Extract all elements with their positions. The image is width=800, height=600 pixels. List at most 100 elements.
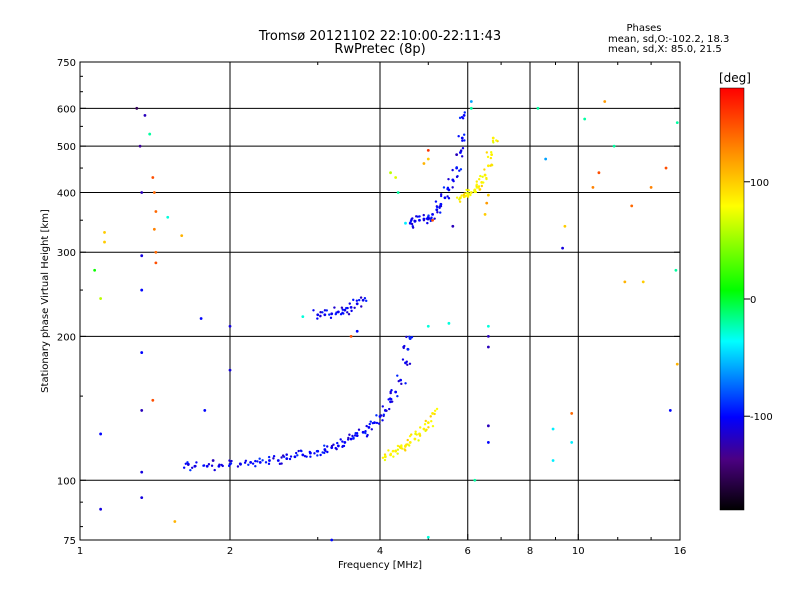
data-point [417, 439, 420, 442]
data-point [316, 454, 319, 457]
data-point [408, 337, 412, 340]
axis-ticks: 1 2 4 6 8 10 16 75 100 200 300 400 500 600 750 [57, 58, 686, 557]
data-point [103, 231, 106, 234]
data-point [384, 454, 387, 458]
data-point [371, 421, 375, 425]
data-point [482, 181, 485, 184]
data-point [536, 106, 540, 110]
data-point [411, 226, 415, 229]
data-point [591, 185, 595, 189]
data-point [485, 151, 489, 154]
data-point [203, 409, 207, 412]
data-point [348, 302, 351, 305]
data-point [438, 205, 441, 208]
data-point [551, 459, 555, 462]
data-point [343, 308, 347, 312]
data-point [391, 449, 395, 453]
data-point [247, 463, 250, 466]
data-point [323, 313, 327, 317]
data-point [369, 420, 372, 423]
data-point [478, 178, 481, 181]
data-point [316, 317, 319, 320]
data-point [455, 196, 459, 199]
data-point [353, 434, 357, 437]
data-point [138, 144, 142, 148]
data-point [319, 315, 322, 318]
data-point [479, 174, 482, 178]
data-point [267, 462, 271, 466]
data-point [281, 454, 285, 457]
data-point [434, 200, 438, 203]
data-point [140, 254, 144, 258]
colorbar-tick-label: 0 [750, 295, 756, 306]
data-point [365, 299, 368, 303]
data-point [182, 466, 186, 469]
data-point [343, 441, 347, 444]
data-point [452, 179, 455, 183]
data-point [316, 313, 320, 317]
colorbar-ticks: 100 0 -100 [744, 178, 773, 423]
data-point [459, 149, 463, 152]
data-point [389, 391, 392, 395]
data-point [447, 197, 451, 200]
data-point [403, 448, 406, 451]
data-point [469, 193, 472, 197]
data-point [387, 398, 390, 401]
data-point [408, 444, 411, 447]
data-point [431, 424, 435, 428]
data-point [301, 315, 305, 319]
data-point [426, 221, 429, 225]
data-point [349, 437, 353, 441]
data-point [485, 201, 489, 205]
data-point [427, 426, 430, 429]
data-point [333, 306, 336, 309]
data-point [447, 177, 450, 181]
data-point [418, 434, 422, 438]
data-point [315, 450, 319, 453]
data-point [423, 423, 427, 426]
legend-line-o: mean, sd,O:-102.2, 18.3 [608, 34, 729, 45]
data-point [361, 298, 365, 302]
data-point [230, 459, 233, 463]
data-point [422, 162, 426, 165]
data-point [414, 432, 417, 436]
data-point [334, 312, 337, 316]
grid-lines [80, 62, 680, 540]
data-point [485, 176, 488, 180]
data-point [664, 166, 668, 170]
data-point [402, 346, 405, 350]
data-point [422, 219, 426, 222]
data-point [390, 400, 394, 403]
data-point [210, 464, 214, 467]
data-point [436, 205, 439, 209]
data-point [465, 188, 468, 192]
data-point [328, 313, 331, 316]
data-point [296, 454, 299, 457]
colorbar [719, 87, 745, 511]
x-tick-label: 10 [572, 546, 585, 557]
data-point [426, 535, 430, 539]
y-tick-label: 500 [57, 142, 76, 153]
data-point [396, 394, 399, 398]
data-point [462, 133, 466, 136]
data-point [261, 459, 264, 462]
data-point [243, 461, 247, 464]
colorbar-tick-label: -100 [750, 412, 773, 423]
data-point [289, 455, 293, 458]
data-point [93, 268, 97, 272]
data-point [394, 176, 398, 179]
data-point [330, 312, 334, 316]
data-point [442, 186, 446, 189]
data-point [324, 449, 327, 453]
data-point [404, 221, 407, 225]
data-point [348, 433, 351, 436]
data-point [154, 261, 158, 265]
data-point [312, 309, 315, 312]
data-point [313, 452, 316, 455]
data-point [345, 306, 348, 310]
data-point [195, 461, 198, 464]
data-point [351, 434, 354, 438]
data-point [236, 465, 240, 468]
data-point [463, 139, 466, 142]
data-point [148, 132, 152, 136]
